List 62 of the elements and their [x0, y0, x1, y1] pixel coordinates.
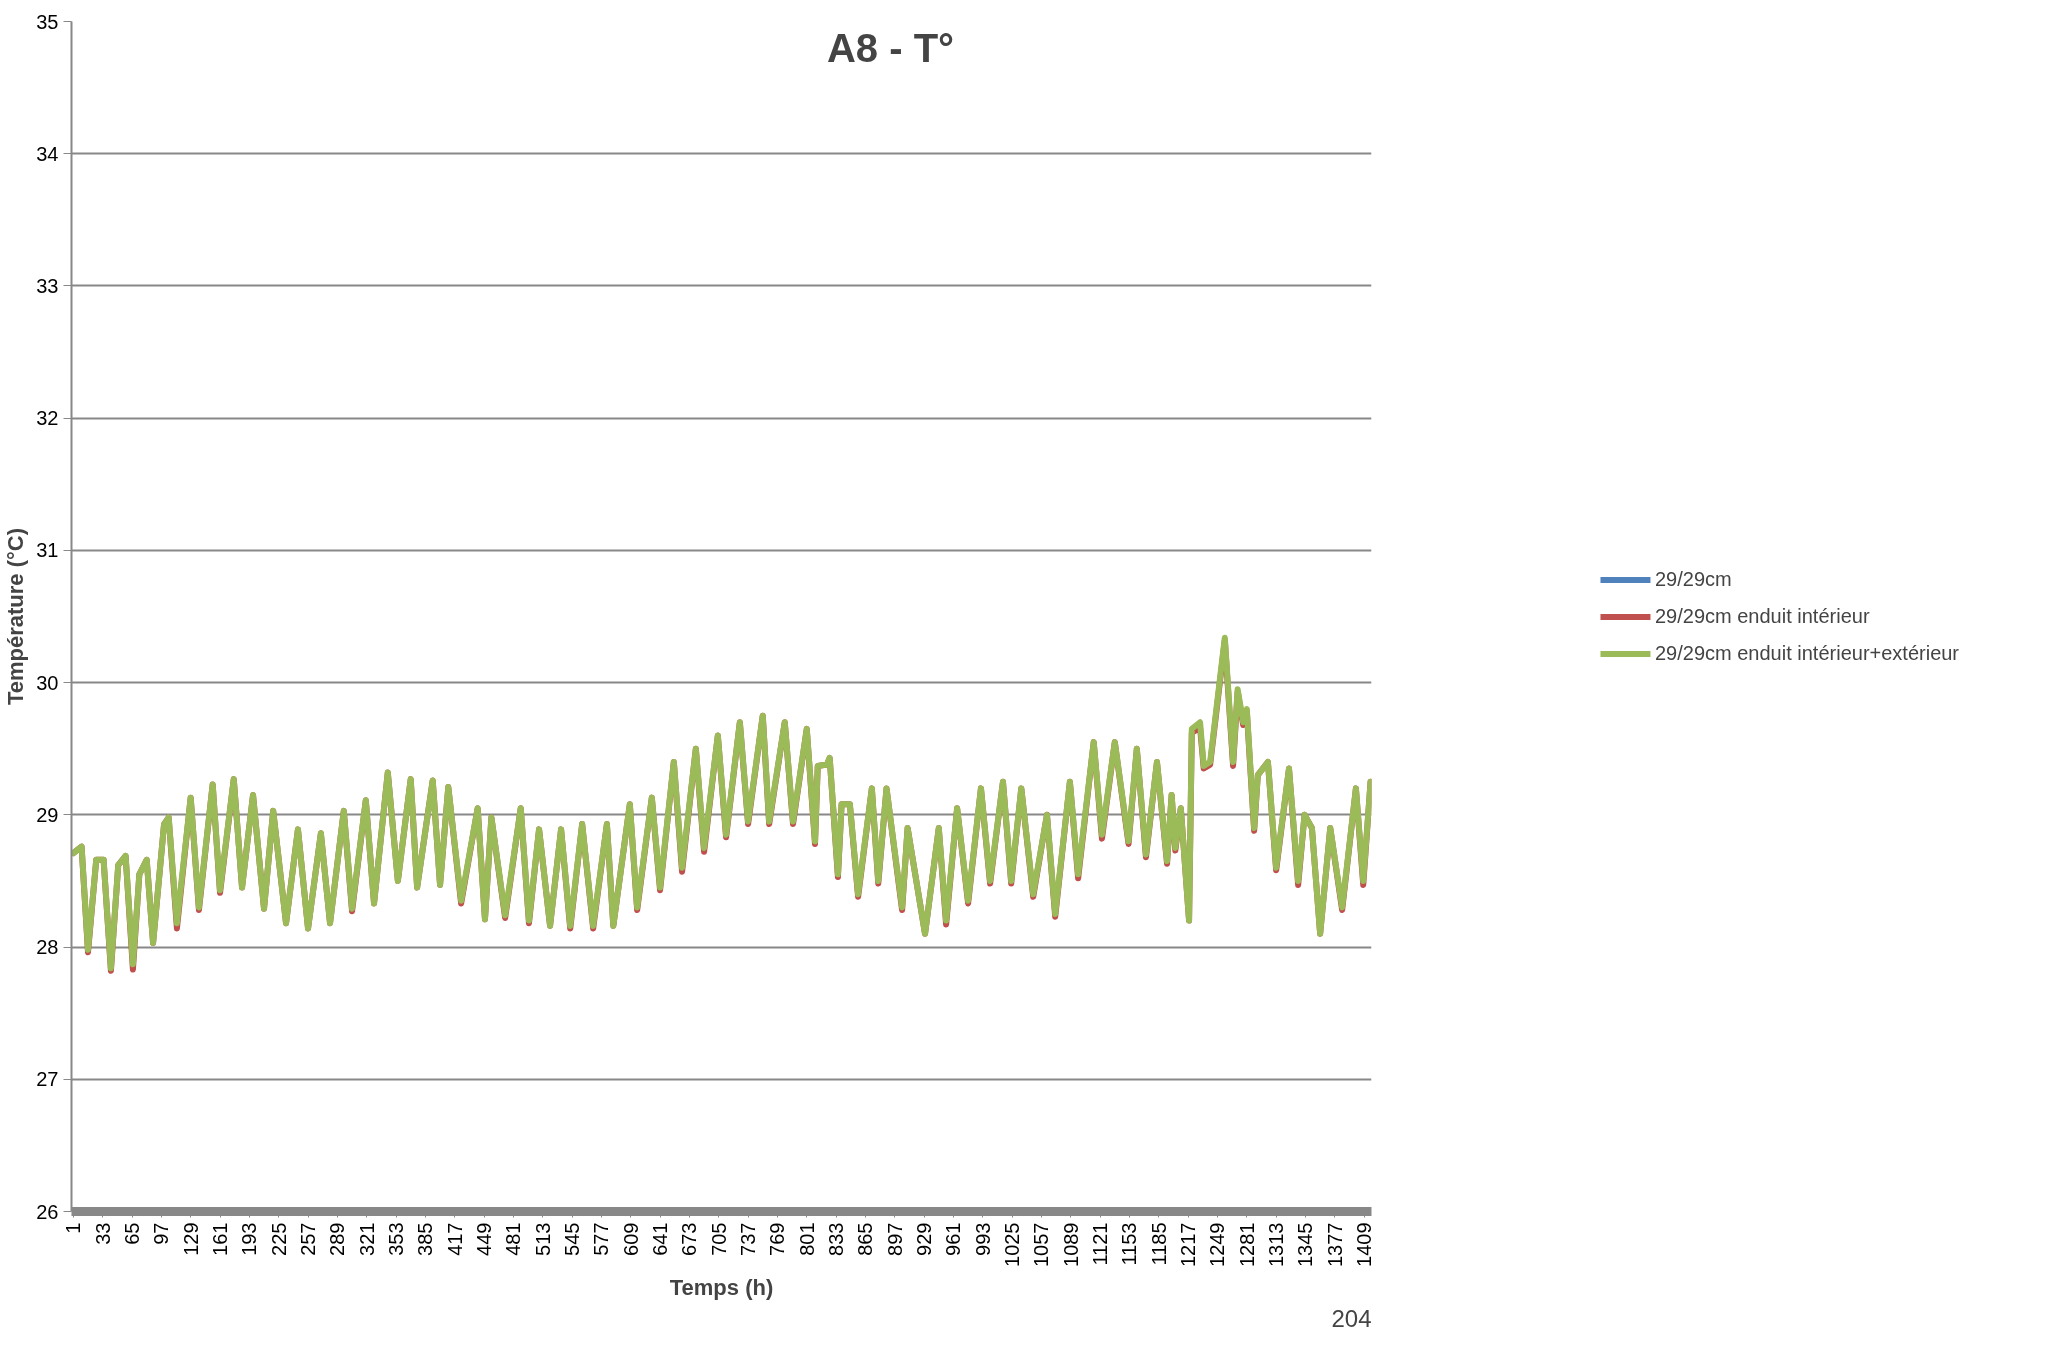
x-tick-label: 97: [150, 1222, 173, 1245]
x-tick-label: 257: [297, 1222, 320, 1256]
x-tick-label: 609: [619, 1222, 642, 1256]
y-tick-label: 33: [36, 274, 59, 297]
legend-label: 29/29cm enduit intérieur: [1654, 604, 1870, 628]
x-tick-label: 289: [326, 1222, 349, 1256]
x-tick-label: 641: [649, 1222, 672, 1256]
text: 204: [1331, 1304, 1372, 1332]
x-tick-label: 161: [209, 1222, 232, 1256]
x-tick-label: 353: [385, 1222, 408, 1256]
x-tick-label: 1089: [1059, 1222, 1082, 1267]
x-tick-label: 129: [179, 1222, 202, 1256]
x-axis-title: Temps (h): [669, 1274, 774, 1300]
x-tick-label: 1217: [1177, 1222, 1200, 1267]
x-tick-label: 865: [854, 1222, 877, 1256]
x-tick-label: 225: [267, 1222, 290, 1256]
y-tick-label: 28: [36, 936, 59, 959]
x-tick-label: 737: [737, 1222, 760, 1256]
x-tick-label: 1281: [1235, 1222, 1258, 1267]
y-tick-label: 31: [36, 539, 59, 562]
x-tick-label: 1153: [1118, 1222, 1141, 1266]
x-tick-label: 481: [502, 1222, 525, 1256]
x-tick-label: 673: [678, 1222, 701, 1256]
y-tick-label: 26: [36, 1200, 59, 1223]
x-tick-label: 1025: [1001, 1222, 1024, 1267]
x-tick-label: 513: [531, 1222, 554, 1256]
x-tick-label: 417: [443, 1222, 466, 1256]
x-tick-label: 929: [913, 1222, 936, 1256]
x-tick-label: 833: [825, 1222, 848, 1256]
x-tick-label: 577: [590, 1222, 613, 1256]
x-tick-label: 1: [62, 1222, 85, 1234]
x-tick-label: 33: [91, 1222, 114, 1245]
x-tick-label: 1313: [1265, 1222, 1288, 1267]
x-tick-label: 545: [561, 1222, 584, 1256]
y-axis-title: Température (°C): [3, 527, 29, 706]
x-tick-label: 1377: [1323, 1222, 1346, 1267]
x-tick-label: 193: [238, 1222, 261, 1256]
x-tick-label: 65: [121, 1222, 144, 1245]
x-tick-label: 1409: [1353, 1222, 1376, 1267]
y-tick-label: 35: [36, 10, 59, 33]
x-tick-label: 1185: [1147, 1222, 1170, 1266]
x-tick-label: 993: [971, 1222, 994, 1256]
y-tick-label: 29: [36, 803, 59, 826]
x-tick-label: 1121: [1089, 1222, 1112, 1266]
x-tick-label: 385: [414, 1222, 437, 1256]
x-tick-label: 705: [707, 1222, 730, 1256]
legend-label: 29/29cm: [1654, 567, 1732, 591]
y-tick-label: 27: [36, 1068, 59, 1091]
x-tick-label: 1345: [1294, 1222, 1317, 1267]
chart-title: A8 - T°: [826, 25, 955, 70]
x-tick-label: 769: [766, 1222, 789, 1256]
x-tick-label: 897: [883, 1222, 906, 1256]
y-tick-label: 32: [36, 407, 59, 430]
x-tick-label: 1249: [1206, 1222, 1229, 1267]
x-tick-label: 801: [795, 1222, 818, 1256]
y-tick-label: 34: [36, 142, 59, 165]
x-tick-label: 961: [942, 1222, 965, 1256]
legend-label: 29/29cm enduit intérieur+extérieur: [1654, 641, 1960, 665]
y-tick-label: 30: [36, 671, 59, 694]
x-tick-label: 449: [473, 1222, 496, 1256]
x-tick-label: 321: [355, 1222, 378, 1256]
x-tick-label: 1057: [1030, 1222, 1053, 1267]
